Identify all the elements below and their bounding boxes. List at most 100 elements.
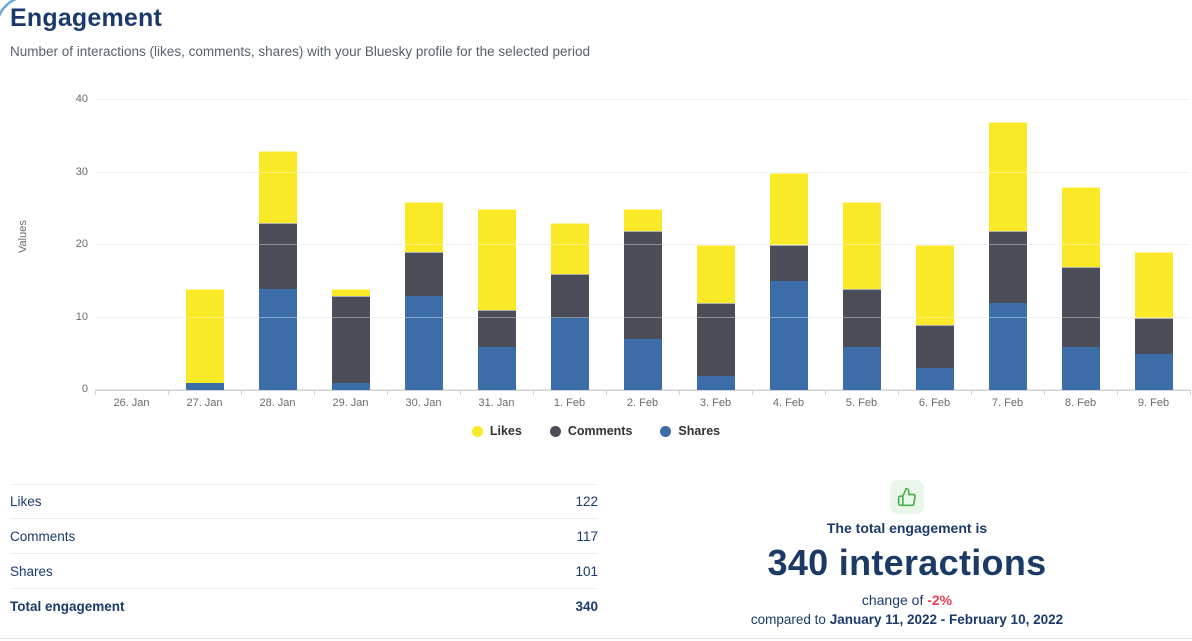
stacked-bar[interactable] <box>550 223 589 390</box>
x-axis-tick <box>460 390 461 395</box>
bar-segment-comments[interactable] <box>477 310 516 347</box>
stacked-bar[interactable] <box>331 288 370 390</box>
bar-segment-likes[interactable] <box>1134 252 1173 318</box>
bar-column-5-feb[interactable] <box>825 100 898 390</box>
bar-column-6-feb[interactable] <box>898 100 971 390</box>
x-axis-tick <box>168 390 169 395</box>
totals-panel: The total engagement is 340 interactions… <box>700 480 1114 627</box>
legend-item-comments[interactable]: Comments <box>549 424 632 438</box>
legend-label: Shares <box>678 424 721 438</box>
stacked-bar[interactable] <box>696 245 735 390</box>
compared-range: January 11, 2022 - February 10, 2022 <box>829 612 1064 627</box>
bar-segment-shares[interactable] <box>842 346 881 390</box>
x-axis-tick <box>314 390 315 395</box>
legend-item-likes[interactable]: Likes <box>471 424 522 438</box>
bar-segment-comments[interactable] <box>1061 266 1100 347</box>
row-value: 117 <box>576 528 598 544</box>
bar-segment-comments[interactable] <box>769 245 808 282</box>
x-axis-tick <box>971 390 972 395</box>
bar-segment-comments[interactable] <box>331 295 370 383</box>
bar-segment-likes[interactable] <box>769 172 808 245</box>
bar-segment-comments[interactable] <box>258 223 297 289</box>
stacked-bar[interactable] <box>769 172 808 390</box>
bar-segment-likes[interactable] <box>1061 187 1100 267</box>
change-value: -2% <box>927 592 953 608</box>
bar-segment-shares[interactable] <box>988 303 1027 390</box>
bar-segment-shares[interactable] <box>331 382 370 390</box>
row-value: 122 <box>575 494 598 509</box>
gridline-overlay <box>95 99 1190 100</box>
stacked-bar[interactable] <box>1134 252 1173 390</box>
bar-segment-comments[interactable] <box>696 303 735 376</box>
bar-segment-comments[interactable] <box>842 288 881 347</box>
bar-segment-likes[interactable] <box>696 245 735 303</box>
x-axis-tick <box>241 390 242 395</box>
bar-segment-likes[interactable] <box>258 150 297 224</box>
bar-segment-comments[interactable] <box>988 230 1027 303</box>
table-row-shares: Shares 101 <box>10 554 598 589</box>
bar-segment-shares[interactable] <box>1061 346 1100 390</box>
y-axis-title: Values <box>17 220 29 253</box>
bar-segment-shares[interactable] <box>696 375 735 390</box>
x-axis-label: 28. Jan <box>259 397 296 409</box>
bar-segment-shares[interactable] <box>404 295 443 390</box>
bar-column-30-jan[interactable] <box>387 100 460 390</box>
bar-segment-likes[interactable] <box>404 201 443 253</box>
bar-segment-shares[interactable] <box>550 317 589 390</box>
bar-segment-shares[interactable] <box>1134 353 1173 390</box>
y-tick-label: 40 <box>75 93 88 105</box>
bar-segment-comments[interactable] <box>623 230 662 340</box>
bar-column-27-jan[interactable] <box>168 100 241 390</box>
x-axis-label: 3. Feb <box>699 397 732 409</box>
bar-segment-comments[interactable] <box>550 274 589 318</box>
stacked-bar[interactable] <box>404 201 443 390</box>
stacked-bar[interactable] <box>842 201 881 390</box>
bar-segment-shares[interactable] <box>769 281 808 390</box>
bar-segment-likes[interactable] <box>185 288 224 383</box>
bar-segment-likes[interactable] <box>477 208 516 311</box>
bar-segment-likes[interactable] <box>915 245 954 325</box>
bar-segment-likes[interactable] <box>623 208 662 231</box>
totals-compared: compared to January 11, 2022 - February … <box>751 612 1063 627</box>
change-prefix: change of <box>861 592 924 608</box>
bar-column-26-jan[interactable] <box>95 100 168 390</box>
stacked-bar[interactable] <box>915 245 954 390</box>
bar-column-3-feb[interactable] <box>679 100 752 390</box>
card-bottom-border <box>0 638 1192 639</box>
bar-column-4-feb[interactable] <box>752 100 825 390</box>
stacked-bar[interactable] <box>1061 187 1100 390</box>
bar-column-29-jan[interactable] <box>314 100 387 390</box>
bar-segment-likes[interactable] <box>988 121 1027 231</box>
bar-column-28-jan[interactable] <box>241 100 314 390</box>
row-value: 101 <box>575 563 598 579</box>
bar-column-2-feb[interactable] <box>606 100 679 390</box>
stacked-bar[interactable] <box>623 208 662 390</box>
bar-segment-shares[interactable] <box>258 288 297 390</box>
bar-segment-shares[interactable] <box>915 368 954 390</box>
bar-column-31-jan[interactable] <box>460 100 533 390</box>
stacked-bar[interactable] <box>185 288 224 390</box>
row-label: Likes <box>10 494 42 509</box>
x-axis-tick <box>95 390 96 395</box>
row-label: Shares <box>10 563 53 579</box>
bar-segment-shares[interactable] <box>623 339 662 390</box>
bar-segment-comments[interactable] <box>404 252 443 296</box>
bar-segment-likes[interactable] <box>331 288 370 296</box>
stacked-bar[interactable] <box>477 208 516 390</box>
x-axis-tick <box>679 390 680 395</box>
bar-segment-likes[interactable] <box>842 201 881 289</box>
bar-segment-likes[interactable] <box>550 223 589 274</box>
bar-column-1-feb[interactable] <box>533 100 606 390</box>
bar-segment-shares[interactable] <box>185 382 224 390</box>
stacked-bar[interactable] <box>258 150 297 390</box>
gridline-overlay <box>95 244 1190 245</box>
bar-segment-shares[interactable] <box>477 346 516 390</box>
bar-column-9-feb[interactable] <box>1117 100 1190 390</box>
bar-column-7-feb[interactable] <box>971 100 1044 390</box>
legend-item-shares[interactable]: Shares <box>660 424 720 438</box>
bar-column-8-feb[interactable] <box>1044 100 1117 390</box>
bar-segment-comments[interactable] <box>915 324 954 369</box>
bar-segment-comments[interactable] <box>1134 317 1173 354</box>
stacked-bar[interactable] <box>988 121 1027 390</box>
